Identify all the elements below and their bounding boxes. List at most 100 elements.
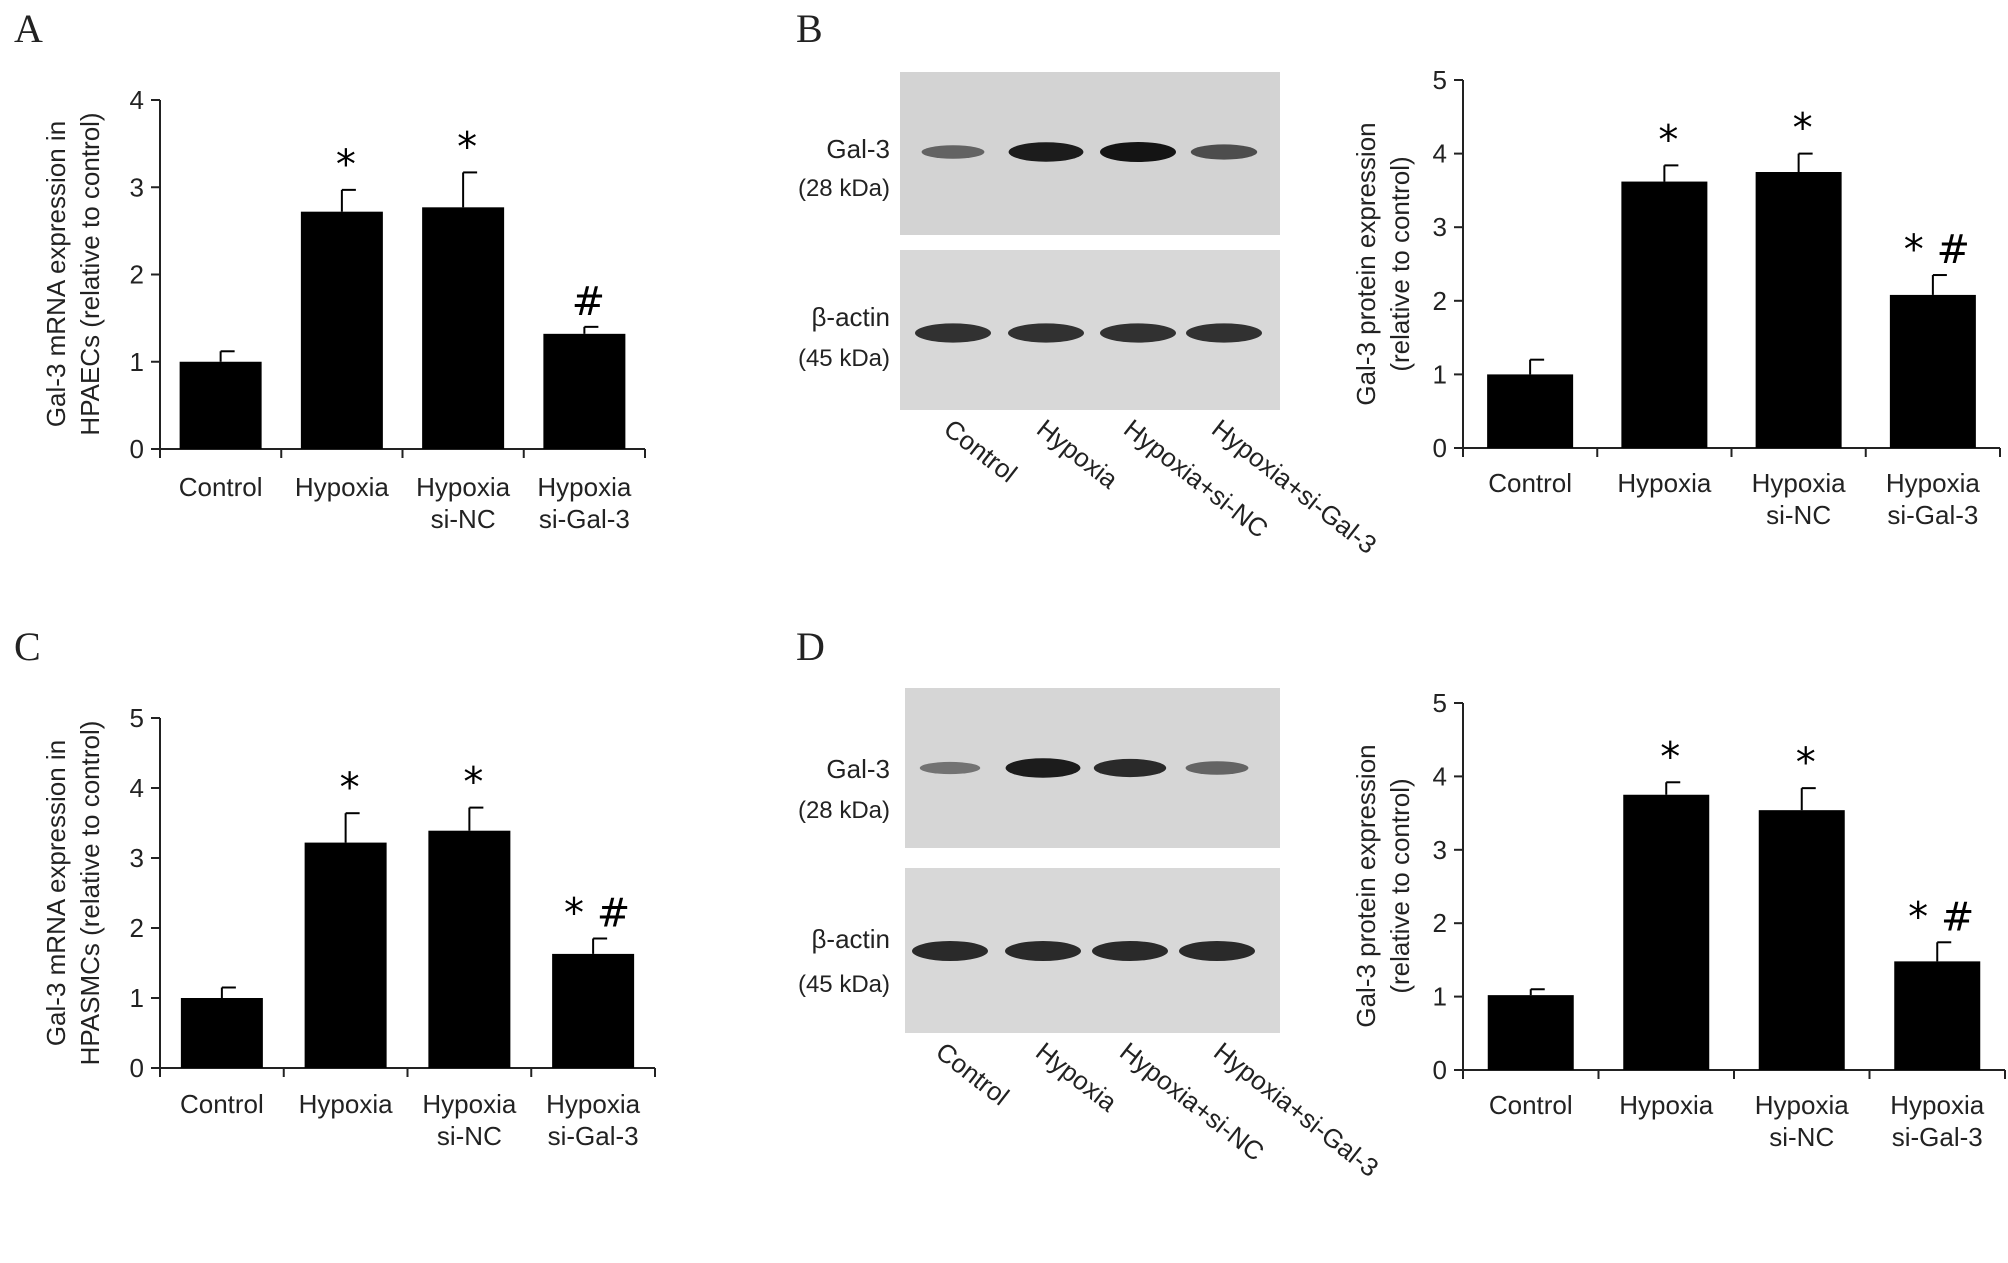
y-axis-title-line: (relative to control)	[1385, 778, 1415, 993]
panel-label-c: C	[14, 624, 41, 669]
y-tick-label: 5	[1433, 688, 1447, 718]
blot-lane-label: Hypoxia+si-Gal-3	[1206, 413, 1382, 560]
y-axis-title: Gal-3 mRNA expression in HPAECs (relative…	[41, 112, 105, 435]
actin-band	[915, 323, 991, 343]
western-blot-b: Gal-3 (28 kDa) β-actin (45 kDa) Control …	[798, 72, 1382, 560]
y-axis-title: Gal-3 protein expression (relative to con…	[1351, 122, 1415, 405]
significance-marker: * #	[1908, 894, 1974, 940]
bar	[552, 953, 635, 1068]
blot-lane-label: Hypoxia+si-Gal-3	[1208, 1036, 1384, 1183]
gal3-band	[919, 761, 981, 775]
bar	[1889, 294, 1976, 448]
significance-marker: *	[1793, 106, 1813, 152]
y-axis-title-line: (relative to control)	[1385, 156, 1415, 371]
y-tick-label: 4	[1433, 139, 1447, 169]
y-tick-label: 3	[1433, 835, 1447, 865]
gal3-band	[1093, 758, 1167, 778]
y-tick-label: 0	[130, 1053, 144, 1083]
gal3-band	[1008, 142, 1084, 162]
x-tick-label-line: si-NC	[431, 504, 496, 534]
significance-marker: * #	[564, 891, 630, 937]
blot-loading-name: β-actin	[811, 924, 890, 954]
actin-band	[1005, 941, 1081, 961]
y-tick-label: 1	[130, 983, 144, 1013]
significance-marker: #	[572, 279, 606, 325]
x-tick-label-line: Hypoxia	[1619, 1090, 1713, 1120]
x-tick-label-line: Hypoxia	[1755, 1090, 1849, 1120]
x-tick-label-line: Hypoxia	[299, 1089, 393, 1119]
bar	[180, 998, 263, 1068]
blot-loading-mw: (45 kDa)	[798, 971, 890, 998]
x-tick-label-line: Hypoxia	[1890, 1090, 1984, 1120]
x-tick-label-line: Hypoxia	[537, 472, 631, 502]
x-tick-label-line: Hypoxia	[1886, 468, 1980, 498]
y-tick-label: 2	[1433, 286, 1447, 316]
y-tick-label: 2	[1433, 908, 1447, 938]
x-tick-label-line: si-Gal-3	[548, 1121, 639, 1151]
bar-chart-c: 0 1 2 3 4 5 Gal-3 mRNA expression in HPASMCs (r…	[41, 703, 656, 1151]
x-tick-label: Hypoxia si-Gal-3	[1890, 1090, 1984, 1152]
actin-band	[1092, 941, 1168, 961]
x-tick-label-line: si-Gal-3	[1887, 500, 1978, 530]
x-tick-label: Hypoxia	[1619, 1090, 1713, 1120]
actin-band	[912, 941, 988, 961]
significance-marker: *	[457, 124, 477, 170]
blot-target-name: Gal-3	[826, 754, 890, 784]
bar	[1623, 794, 1710, 1070]
y-axis-title-line: Gal-3 protein expression	[1351, 744, 1381, 1027]
blot-bands	[915, 142, 1262, 343]
x-tick-label-line: Control	[180, 1089, 264, 1119]
blot-lane-label: Hypoxia	[1030, 1036, 1123, 1118]
y-tick-label: 3	[130, 172, 144, 202]
gal3-band	[1005, 758, 1081, 778]
panel-label-b: B	[796, 6, 823, 51]
blot-bands	[912, 758, 1255, 961]
bar	[1894, 961, 1981, 1070]
x-tick-label-line: si-NC	[1766, 500, 1831, 530]
x-tick-label: Hypoxia	[295, 472, 389, 502]
x-tick-label-line: si-Gal-3	[1892, 1122, 1983, 1152]
x-tick-label-line: Control	[1488, 468, 1572, 498]
x-tick-label-line: si-NC	[437, 1121, 502, 1151]
bar	[422, 207, 505, 449]
significance-marker: *	[336, 142, 356, 188]
x-tick-label-line: si-NC	[1769, 1122, 1834, 1152]
x-tick-label: Hypoxia	[299, 1089, 393, 1119]
actin-band	[1100, 323, 1176, 343]
x-tick-label: Control	[1489, 1090, 1573, 1120]
significance-marker: *	[1796, 740, 1816, 786]
blot-lane-label: Hypoxia	[1031, 413, 1124, 495]
bar	[428, 830, 511, 1068]
blot-lane-label: Control	[938, 413, 1023, 488]
gal3-band	[1185, 761, 1249, 775]
y-tick-label: 2	[130, 913, 144, 943]
panel-label-a: A	[14, 6, 43, 51]
y-axis-title-line: Gal-3 mRNA expression in	[41, 121, 71, 427]
x-tick-label: Hypoxia si-NC	[416, 472, 510, 534]
blot-loading-mw: (45 kDa)	[798, 345, 890, 372]
significance-marker: *	[1658, 117, 1678, 163]
bar-chart-d: 0 1 2 3 4 5 Gal-3 protein expression (relative …	[1351, 688, 2006, 1152]
x-tick-label: Control	[179, 472, 263, 502]
bar	[1621, 181, 1708, 448]
gal3-band	[1100, 142, 1176, 162]
blot-loading-name: β-actin	[811, 302, 890, 332]
bar	[1755, 172, 1842, 448]
significance-marker: *	[463, 760, 483, 806]
x-tick-label: Hypoxia si-NC	[1752, 468, 1846, 530]
x-tick-label-line: Hypoxia	[546, 1089, 640, 1119]
x-tick-label: Hypoxia	[1617, 468, 1711, 498]
x-tick-label-line: Hypoxia	[416, 472, 510, 502]
y-tick-label: 5	[1433, 65, 1447, 95]
significance-marker: *	[1660, 734, 1680, 780]
blot-target-mw: (28 kDa)	[798, 175, 890, 202]
bar	[1758, 810, 1845, 1070]
x-tick-label: Hypoxia si-Gal-3	[546, 1089, 640, 1151]
y-tick-label: 1	[1433, 982, 1447, 1012]
y-axis-title-line: HPAECs (relative to control)	[75, 112, 105, 435]
blot-target-name: Gal-3	[826, 134, 890, 164]
y-tick-label: 0	[130, 434, 144, 464]
bar	[543, 333, 626, 449]
x-tick-label-line: Hypoxia	[295, 472, 389, 502]
x-tick-label: Hypoxia si-NC	[1755, 1090, 1849, 1152]
